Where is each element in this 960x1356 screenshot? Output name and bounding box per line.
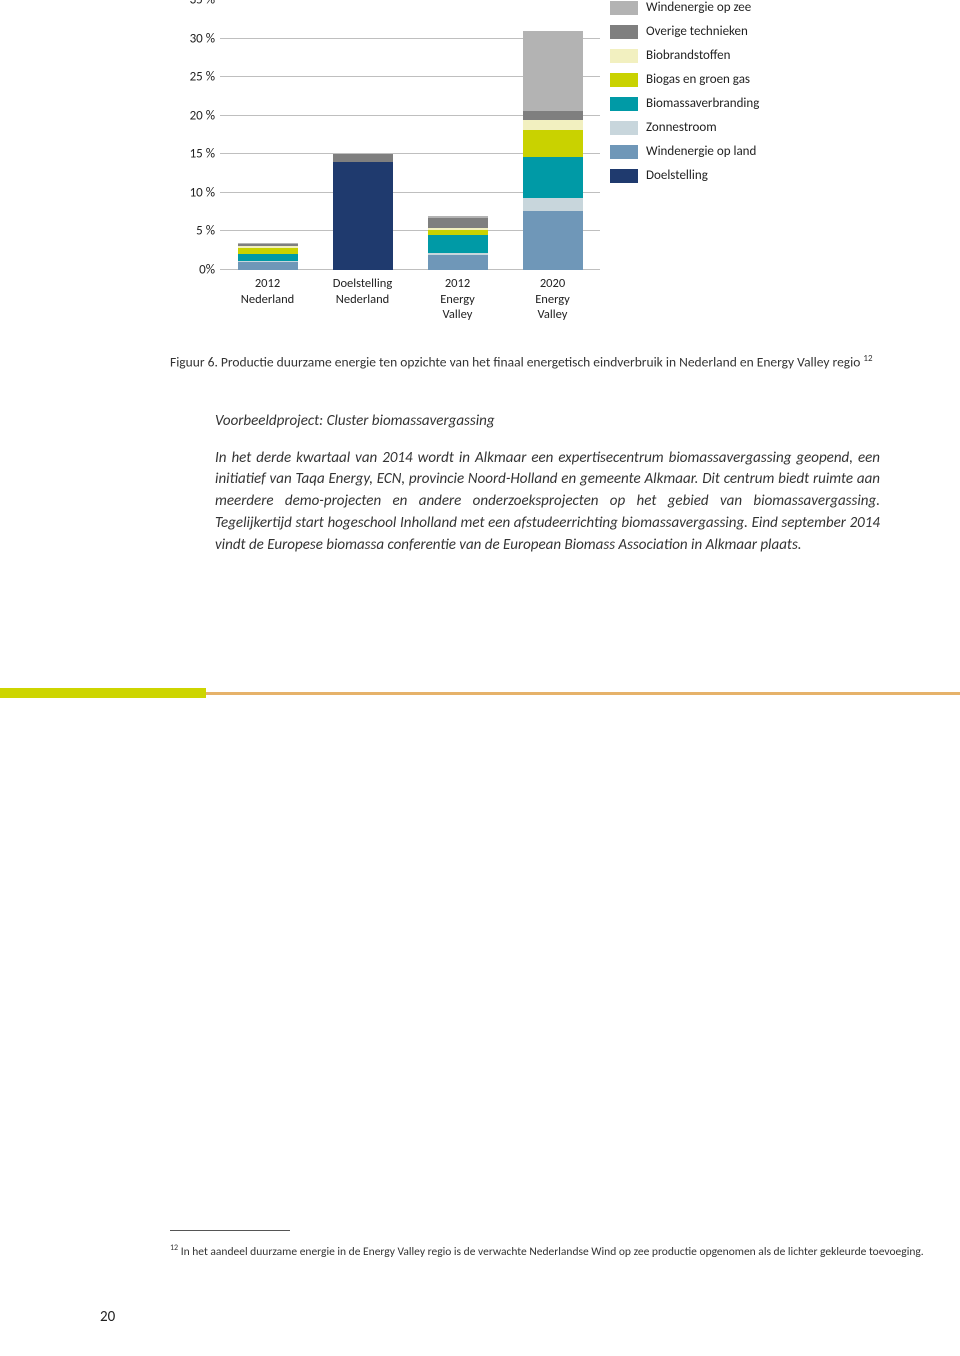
accent-bar <box>0 688 206 698</box>
x-axis-labels: 2012Nederland DoelstellingNederland 2012En… <box>220 276 600 323</box>
bar-segment <box>333 154 393 162</box>
chart-plot: 0%5 %10 %15 %20 %25 %30 %35 % <box>220 0 600 270</box>
x-axis-tick: 2012Nederland <box>238 276 298 323</box>
legend-item: Windenergie op land <box>610 144 880 159</box>
bar-segment <box>523 198 583 212</box>
bar-segment <box>523 211 583 270</box>
bars-container <box>220 0 600 270</box>
legend-swatch <box>610 145 638 159</box>
example-title: Voorbeeldproject: Cluster biomassavergas… <box>215 412 880 430</box>
bar-segment <box>523 130 583 158</box>
footnote-text: In het aandeel duurzame energie in de En… <box>178 1245 924 1259</box>
y-axis-label: 35 % <box>170 0 215 8</box>
y-axis-label: 25 % <box>170 70 215 85</box>
y-axis-label: 5 % <box>170 224 215 239</box>
legend-item: Overige technieken <box>610 24 880 39</box>
bar <box>428 216 488 270</box>
legend-label: Zonnestroom <box>646 120 717 135</box>
legend-item: Biogas en groen gas <box>610 72 880 87</box>
legend-label: Windenergie op zee <box>646 0 751 15</box>
legend-label: Windenergie op land <box>646 144 756 159</box>
y-axis-label: 20 % <box>170 108 215 123</box>
x-axis-tick: 2012Energy Valley <box>428 276 488 323</box>
example-body: In het derde kwartaal van 2014 wordt in … <box>215 448 880 557</box>
chart-block: 0%5 %10 %15 %20 %25 %30 %35 % 2012Nederl… <box>170 0 880 323</box>
legend-swatch <box>610 49 638 63</box>
legend-swatch <box>610 97 638 111</box>
page: 0%5 %10 %15 %20 %25 %30 %35 % 2012Nederl… <box>0 0 960 1356</box>
bar-segment <box>523 157 583 197</box>
bar-segment <box>333 162 393 270</box>
legend-label: Biogas en groen gas <box>646 72 750 87</box>
legend-label: Doelstelling <box>646 168 708 183</box>
footnote-separator <box>170 1230 290 1231</box>
y-axis-label: 15 % <box>170 147 215 162</box>
legend-item: Biobrandstoffen <box>610 48 880 63</box>
legend-label: Overige technieken <box>646 24 748 39</box>
page-number: 20 <box>100 1308 115 1326</box>
bar-segment <box>428 218 488 227</box>
y-axis-label: 30 % <box>170 31 215 46</box>
legend-swatch <box>610 1 638 15</box>
chart-legend: Windenergie op zee Overige technieken Biob… <box>610 0 880 323</box>
legend-swatch <box>610 25 638 39</box>
legend-item: Zonnestroom <box>610 120 880 135</box>
example-project-box: Voorbeeldproject: Cluster biomassavergas… <box>170 412 880 557</box>
bar-segment <box>428 235 488 254</box>
bar-segment <box>523 111 583 120</box>
bar <box>238 243 298 270</box>
footnote-superscript: 12 <box>170 1243 178 1253</box>
legend-swatch <box>610 73 638 87</box>
y-axis-label: 10 % <box>170 185 215 200</box>
accent-bar-thin <box>206 692 960 695</box>
figure-caption: Figuur 6. Productie duurzame energie ten… <box>170 353 880 372</box>
footnote: 12 In het aandeel duurzame energie in de… <box>170 1242 960 1261</box>
bar-segment <box>238 254 298 261</box>
caption-superscript: 12 <box>863 353 872 364</box>
bar <box>333 154 393 270</box>
bar <box>523 31 583 270</box>
legend-item: Windenergie op zee <box>610 0 880 15</box>
legend-item: Biomassaverbranding <box>610 96 880 111</box>
caption-text: Figuur 6. Productie duurzame energie ten… <box>170 353 863 370</box>
bar-segment <box>523 31 583 111</box>
legend-label: Biobrandstoffen <box>646 48 730 63</box>
chart-area: 0%5 %10 %15 %20 %25 %30 %35 % 2012Nederl… <box>170 0 600 323</box>
legend-swatch <box>610 121 638 135</box>
y-axis-label: 0% <box>170 263 215 278</box>
legend-swatch <box>610 169 638 183</box>
legend-label: Biomassaverbranding <box>646 96 759 111</box>
x-axis-tick: DoelstellingNederland <box>333 276 393 323</box>
bar-segment <box>523 120 583 129</box>
x-axis-tick: 2020Energy Valley <box>523 276 583 323</box>
legend-item: Doelstelling <box>610 168 880 183</box>
bar-segment <box>428 255 488 270</box>
bar-segment <box>238 262 298 270</box>
